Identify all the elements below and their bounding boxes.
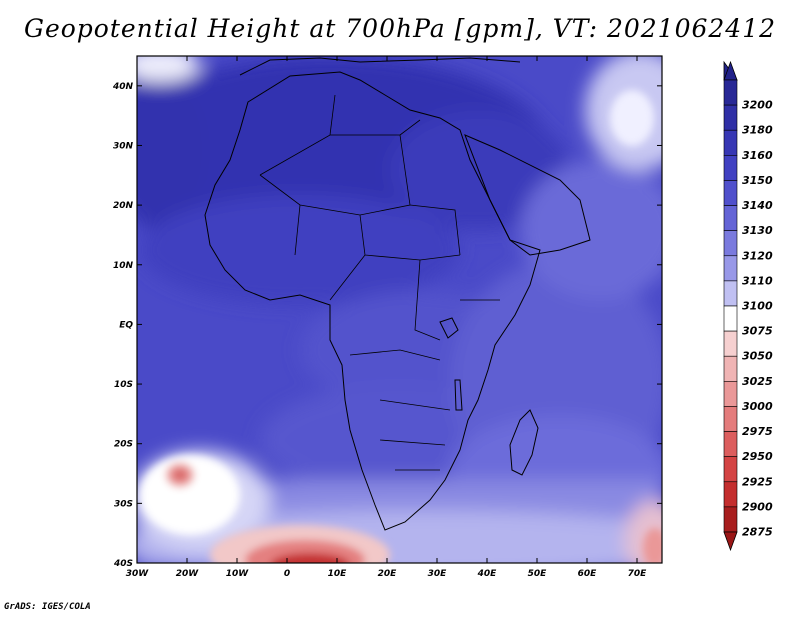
coastlines: [204, 57, 591, 531]
lon-tick-label: 50E: [528, 569, 548, 579]
colorbar-swatch: [723, 431, 738, 457]
colorbar-swatch: [723, 355, 738, 382]
lon-tick-label: 70E: [628, 569, 648, 579]
lat-tick-label: 20N: [113, 201, 134, 211]
colorbar-label: 3075: [742, 325, 773, 338]
colorbar-label: 2950: [742, 450, 773, 463]
plot-frame: [136, 55, 663, 564]
colorbar-swatch: [723, 205, 738, 231]
colorbar-swatch: [723, 481, 738, 508]
lon-tick-label: 60E: [578, 569, 598, 579]
colorbar-label: 3160: [742, 149, 773, 162]
colorbar-label: 3150: [742, 174, 773, 187]
colorbar-label: 2900: [742, 500, 773, 513]
colorbar-label: 3000: [742, 400, 773, 413]
colorbar: 3200 3180 3160 3150 3140 3130 3120 3110 3100 3075…: [723, 60, 773, 552]
lat-tick-label: 20S: [114, 440, 133, 450]
colorbar-swatch: [723, 456, 738, 483]
lat-tick-label: 40S: [113, 559, 133, 569]
lon-tick-label: 10W: [226, 569, 250, 579]
colorbar-label: 3100: [742, 300, 773, 313]
lat-tick-label: 30S: [114, 499, 133, 509]
lat-tick-label: 40N: [112, 82, 134, 92]
colorbar-swatch: [723, 79, 738, 106]
lat-tick-label: 10N: [113, 261, 134, 271]
height-field: [137, 56, 662, 563]
colorbar-label: 3110: [742, 274, 773, 287]
colorbar-swatch: [723, 104, 738, 131]
colorbar-label: 3180: [742, 124, 773, 137]
colorbar-swatch: [723, 305, 738, 332]
colorbar-label: 2975: [742, 425, 773, 438]
colorbar-swatch: [723, 381, 738, 407]
arabia-coastline: [464, 134, 591, 256]
colorbar-label: 3130: [742, 224, 773, 237]
lon-tick-label: 30E: [428, 569, 448, 579]
lon-tick-label: 10E: [328, 569, 348, 579]
colorbar-label: 3025: [742, 375, 773, 388]
europe-coastline: [239, 57, 521, 76]
colorbar-swatch: [723, 180, 738, 206]
lake-victoria: [439, 317, 459, 339]
colorbar-swatch: [723, 230, 738, 257]
lon-tick-label: 20E: [378, 569, 398, 579]
colorbar-label: 3050: [742, 350, 773, 363]
colorbar-label: 3200: [742, 99, 773, 112]
lat-tick-label: 30N: [113, 141, 134, 151]
colorbar-swatch: [723, 129, 738, 156]
africa-coastline: [204, 71, 541, 531]
lat-tick-label: 10S: [114, 380, 133, 390]
colorbar-label: 2875: [742, 526, 773, 539]
grads-credit: GrADS: IGES/COLA: [4, 602, 91, 612]
colorbar-swatch: [723, 406, 738, 432]
colorbar-swatch: [723, 506, 738, 533]
axis-ticks: 30W 20W 10W 0 10E 20E 30E 40E 50E 60E 70E 40N 30N 20N…: [112, 56, 662, 579]
colorbar-bottom-arrow: [723, 531, 738, 552]
border-lines: [259, 94, 500, 471]
madagascar-coastline: [509, 409, 539, 476]
map-title: Geopotential Height at 700hPa [gpm], VT:…: [23, 14, 777, 43]
colorbar-label: 3140: [742, 199, 773, 212]
colorbar-swatch: [723, 155, 738, 181]
colorbar-label: 2925: [742, 475, 773, 488]
lake-malawi: [454, 379, 463, 411]
lon-tick-label: 30W: [126, 569, 150, 579]
colorbar-label: 3120: [742, 249, 773, 262]
colorbar-swatch: [723, 280, 738, 307]
lon-tick-label: 40E: [477, 569, 498, 579]
colorbar-swatch: [723, 330, 738, 357]
lat-tick-label: EQ: [119, 320, 133, 330]
colorbar-swatch: [723, 255, 738, 282]
lon-tick-label: 0: [284, 569, 290, 579]
lon-tick-label: 20W: [176, 569, 200, 579]
